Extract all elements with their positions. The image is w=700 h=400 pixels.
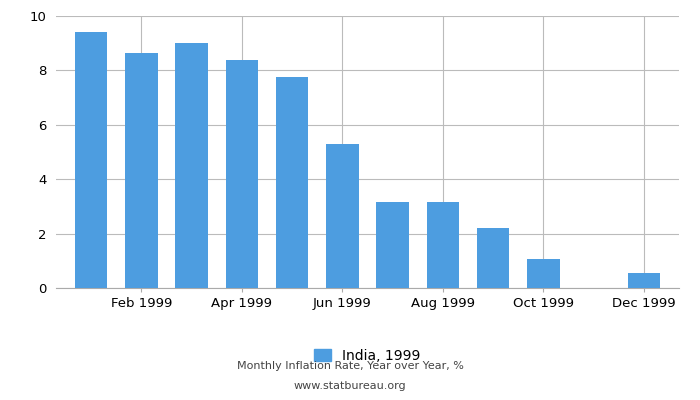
Bar <box>627 273 660 288</box>
Text: www.statbureau.org: www.statbureau.org <box>294 381 406 391</box>
Bar <box>326 144 358 288</box>
Bar <box>377 202 409 288</box>
Legend: India, 1999: India, 1999 <box>309 343 426 368</box>
Bar <box>426 202 459 288</box>
Bar <box>276 77 309 288</box>
Bar <box>125 53 158 288</box>
Bar <box>175 43 208 288</box>
Bar <box>477 228 510 288</box>
Bar <box>527 260 560 288</box>
Text: Monthly Inflation Rate, Year over Year, %: Monthly Inflation Rate, Year over Year, … <box>237 361 463 371</box>
Bar <box>75 32 108 288</box>
Bar <box>225 60 258 288</box>
